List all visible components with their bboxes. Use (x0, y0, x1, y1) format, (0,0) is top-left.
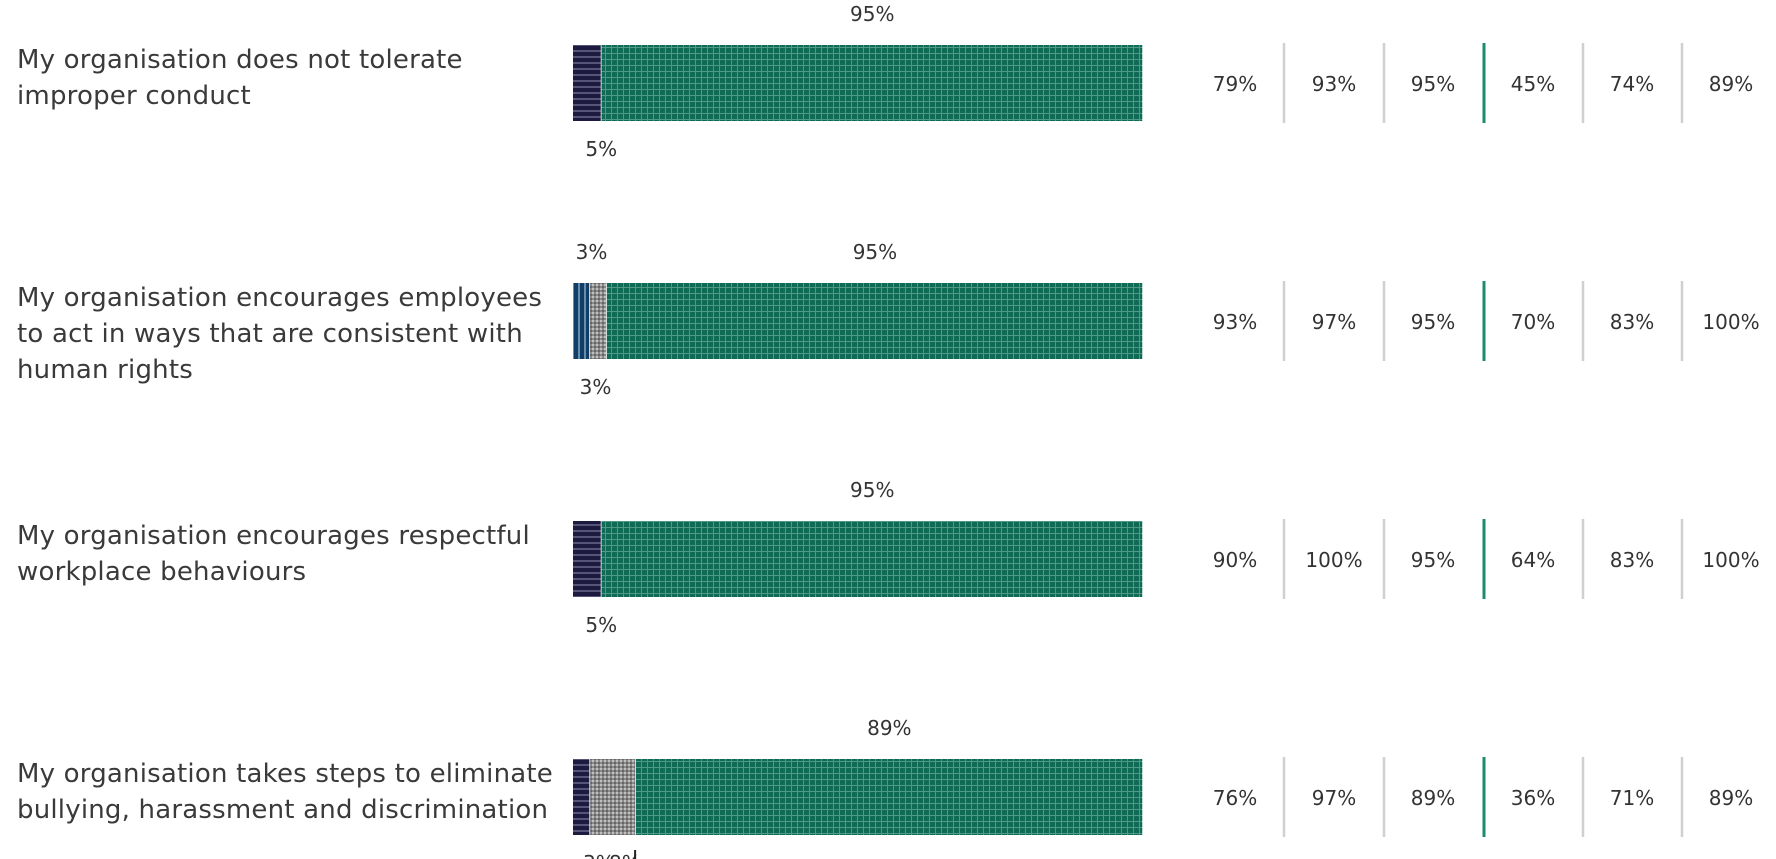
bar-segment (573, 759, 591, 835)
comparison-value: 95% (1411, 72, 1455, 96)
comparison-value: 100% (1702, 310, 1759, 334)
comparison-value: 100% (1305, 548, 1362, 572)
question-label-0: My organisation does not tolerate improp… (17, 45, 463, 111)
comparison-value: 71% (1610, 786, 1654, 810)
comparison-value: 64% (1511, 548, 1555, 572)
bar-label-top: 95% (850, 2, 894, 26)
comparison-value: 76% (1213, 786, 1257, 810)
bar-segment (573, 45, 602, 121)
bar-label-top: 89% (867, 716, 911, 740)
comparison-value: 70% (1511, 310, 1555, 334)
bar-segment (589, 283, 607, 359)
comparison-value: 100% (1702, 548, 1759, 572)
bar-label-bottom: 5% (585, 137, 617, 161)
comparison-value: 95% (1411, 548, 1455, 572)
bar-label-bottom: 3% (583, 851, 615, 859)
bar-segment (635, 759, 1143, 835)
bar-label-bottom: 3% (580, 375, 612, 399)
bar-segment (601, 45, 1143, 121)
comparison-value: 83% (1610, 310, 1654, 334)
question-label-1: My organisation encourages employees to … (17, 283, 543, 385)
bar-label-bottom: 5% (585, 613, 617, 637)
comparison-value: 97% (1312, 310, 1356, 334)
bar-segment (601, 521, 1143, 597)
comparison-value: 95% (1411, 310, 1455, 334)
comparison-value: 93% (1213, 310, 1257, 334)
bar-label-bottom: 8% (609, 851, 641, 859)
comparison-value: 97% (1312, 786, 1356, 810)
bar-label-top: 3% (576, 240, 608, 264)
comparison-value: 36% (1511, 786, 1555, 810)
comparison-value: 89% (1709, 786, 1753, 810)
bar-segment (573, 521, 602, 597)
comparison-value: 89% (1709, 72, 1753, 96)
comparison-value: 90% (1213, 548, 1257, 572)
comparison-value: 93% (1312, 72, 1356, 96)
bar-segment (606, 283, 1143, 359)
comparison-value: 79% (1213, 72, 1257, 96)
bar-label-top: 95% (853, 240, 897, 264)
comparison-value: 89% (1411, 786, 1455, 810)
comparison-value: 83% (1610, 548, 1654, 572)
bar-label-top: 95% (850, 478, 894, 502)
bar-segment (590, 759, 636, 835)
question-label-2: My organisation encourages respectful wo… (17, 521, 530, 587)
question-label-3: My organisation takes steps to eliminate… (17, 759, 553, 825)
bar-segment (573, 283, 590, 359)
comparison-value: 45% (1511, 72, 1555, 96)
comparison-value: 74% (1610, 72, 1654, 96)
